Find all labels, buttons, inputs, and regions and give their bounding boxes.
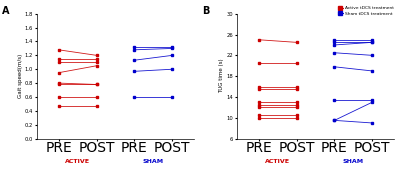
Text: A: A bbox=[2, 6, 9, 16]
Text: SHAM: SHAM bbox=[143, 159, 164, 164]
Y-axis label: Gait speed(m/s): Gait speed(m/s) bbox=[18, 54, 23, 98]
Text: B: B bbox=[202, 6, 209, 16]
Text: SHAM: SHAM bbox=[343, 159, 364, 164]
Y-axis label: TUG time (s): TUG time (s) bbox=[219, 59, 224, 93]
Text: ACTIVE: ACTIVE bbox=[65, 159, 90, 164]
Legend: Active tDCS treatment, Sham tDCS treatment: Active tDCS treatment, Sham tDCS treatme… bbox=[338, 6, 394, 16]
Text: ACTIVE: ACTIVE bbox=[265, 159, 290, 164]
